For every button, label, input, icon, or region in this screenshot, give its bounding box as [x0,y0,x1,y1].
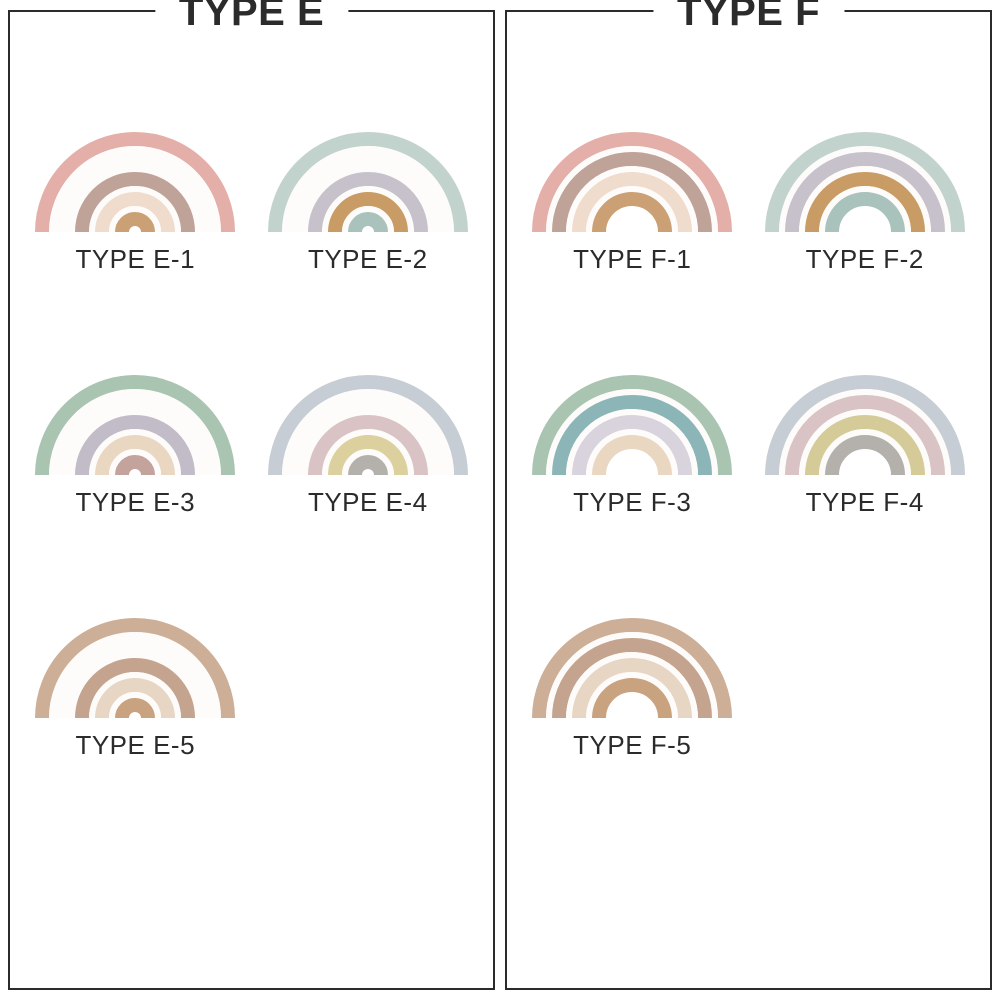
row: TYPE F-1 TYPE F-2 [525,62,972,275]
panel-title-e: TYPE E [155,0,348,35]
rainbow-cell: TYPE E-2 [261,62,476,275]
rainbow-cell: TYPE F-3 [525,305,740,518]
item-label: TYPE E-2 [308,244,428,275]
rainbow-e4 [263,305,473,475]
rainbow-f4 [760,305,970,475]
rainbow-cell: TYPE F-4 [758,305,973,518]
rainbow-e2 [263,62,473,232]
row: TYPE E-5 [28,548,475,761]
rainbow-f2 [760,62,970,232]
row: TYPE F-5 [525,548,972,761]
rainbow-e3 [30,305,240,475]
rainbow-cell: TYPE F-2 [758,62,973,275]
item-label: TYPE F-5 [573,730,691,761]
row: TYPE F-3 TYPE F-4 [525,305,972,518]
item-label: TYPE F-3 [573,487,691,518]
rainbow-f1 [527,62,737,232]
item-label: TYPE F-1 [573,244,691,275]
row: TYPE E-3 TYPE E-4 [28,305,475,518]
item-label: TYPE E-5 [75,730,195,761]
rainbow-e5 [30,548,240,718]
item-label: TYPE F-4 [806,487,924,518]
rainbow-cell: TYPE E-4 [261,305,476,518]
rainbow-cell: TYPE E-1 [28,62,243,275]
rainbow-cell: TYPE F-1 [525,62,740,275]
rainbow-cell: TYPE F-5 [525,548,740,761]
rainbow-e1 [30,62,240,232]
row: TYPE E-1 TYPE E-2 [28,62,475,275]
item-label: TYPE F-2 [806,244,924,275]
rainbow-cell: TYPE E-3 [28,305,243,518]
item-label: TYPE E-3 [75,487,195,518]
panel-title-f: TYPE F [653,0,844,35]
rainbow-cell: TYPE E-5 [28,548,243,761]
item-label: TYPE E-1 [75,244,195,275]
rainbow-f3 [527,305,737,475]
item-label: TYPE E-4 [308,487,428,518]
rainbow-f5 [527,548,737,718]
panel-type-e: TYPE E TYPE E-1 TYPE E-2 TYPE E-3 TYPE E… [8,10,495,990]
panel-type-f: TYPE F TYPE F-1 TYPE F-2 TYPE F-3 TYPE F… [505,10,992,990]
